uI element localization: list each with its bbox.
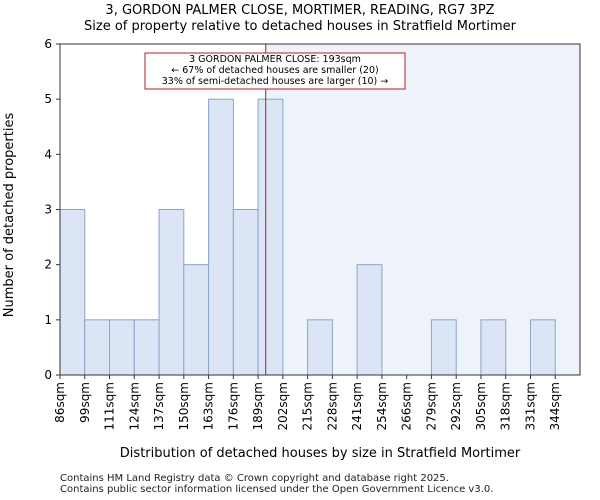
bar-163sqm [208, 98, 234, 376]
bar-99sqm [84, 319, 111, 376]
footer-copyright: Contains HM Land Registry data © Crown c… [60, 473, 449, 484]
bar-331sqm [529, 319, 556, 376]
x-tick-label: 305sqm [474, 382, 488, 430]
histogram-chart: 0 1 2 3 4 5 6 86sqm 99sqm 111sqm 124sqm 137sqm 150s… [2, 37, 581, 461]
x-tick-label: 241sqm [350, 382, 364, 430]
x-tick-label: 163sqm [202, 382, 216, 430]
x-tick-label: 99sqm [78, 382, 92, 423]
bar-111sqm [109, 319, 135, 376]
bar-137sqm [158, 209, 185, 376]
bar-215sqm [307, 319, 333, 376]
bar-189sqm [257, 98, 284, 376]
x-tick-label: 279sqm [424, 382, 438, 430]
annotation-box [144, 52, 406, 90]
y-axis-ticks: 0 1 2 3 4 5 6 [44, 37, 60, 382]
x-tick-label: 331sqm [523, 382, 537, 430]
x-tick-label: 176sqm [226, 382, 240, 430]
property-annotation: 3 GORDON PALMER CLOSE: 193sqm ← 67% of d… [144, 52, 406, 90]
x-tick-label: 202sqm [276, 382, 290, 430]
x-axis-label: Distribution of detached houses by size … [120, 446, 521, 461]
x-tick-label: 228sqm [325, 382, 339, 430]
y-tick-label: 2 [44, 258, 52, 272]
y-tick-label: 3 [44, 203, 52, 217]
bar-group [59, 98, 556, 376]
y-tick-label: 5 [44, 92, 52, 106]
y-tick-label: 4 [44, 147, 52, 161]
x-tick-label: 254sqm [375, 382, 389, 430]
bar-279sqm [430, 319, 457, 376]
footer-licence: Contains public sector information licen… [60, 484, 494, 495]
bar-176sqm [232, 209, 259, 376]
x-axis-ticks: 86sqm 99sqm 111sqm 124sqm 137sqm 150sqm 163sqm… [53, 375, 562, 430]
annotation-line-2: ← 67% of detached houses are smaller (20… [171, 65, 378, 76]
chart-title: 3, GORDON PALMER CLOSE, MORTIMER, READIN… [105, 3, 495, 18]
y-axis-label: Number of detached properties [2, 113, 17, 318]
bar-150sqm [183, 264, 210, 376]
x-tick-label: 318sqm [499, 382, 513, 430]
x-tick-label: 137sqm [152, 382, 166, 430]
y-tick-label: 6 [44, 37, 52, 51]
bar-241sqm [356, 264, 383, 376]
x-tick-label: 292sqm [449, 382, 463, 430]
x-tick-label: 111sqm [103, 382, 117, 430]
x-tick-label: 124sqm [127, 382, 141, 430]
y-tick-label: 0 [44, 368, 52, 382]
x-tick-label: 150sqm [177, 382, 191, 430]
bar-86sqm [59, 209, 86, 376]
x-tick-label: 266sqm [400, 382, 414, 430]
y-tick-label: 1 [44, 313, 52, 327]
bar-124sqm [133, 319, 160, 376]
x-tick-label: 189sqm [251, 382, 265, 430]
bar-305sqm [480, 319, 507, 376]
annotation-line-1: 3 GORDON PALMER CLOSE: 193sqm [189, 54, 361, 65]
annotation-line-3: 33% of semi-detached houses are larger (… [162, 76, 389, 87]
chart-subtitle: Size of property relative to detached ho… [84, 19, 516, 34]
x-tick-label: 344sqm [548, 382, 562, 430]
x-tick-label: 86sqm [53, 382, 67, 423]
x-tick-label: 215sqm [301, 382, 315, 430]
